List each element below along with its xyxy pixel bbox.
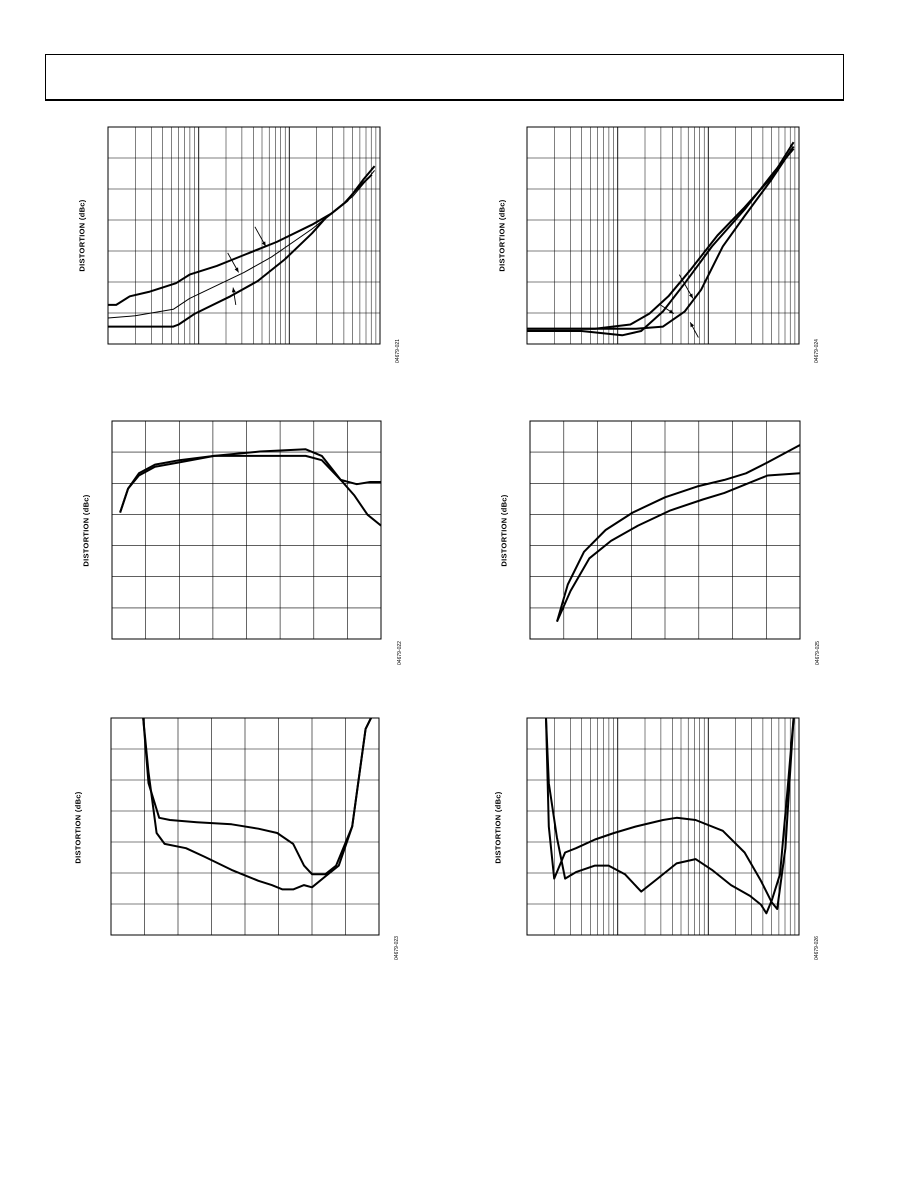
y-axis-label: DISTORTION (dBc) [493,791,503,864]
arrow-head [261,241,266,247]
plot-frame [111,420,382,640]
chart-2 [526,126,800,345]
series-line [119,454,381,513]
plot-frame [526,126,800,345]
chart-5 [110,717,380,936]
series-line [119,448,382,527]
series-line [108,173,373,328]
series-line [556,472,801,623]
chart-4 [529,420,801,640]
arrow-head [231,287,236,293]
figure-code: 04679-026 [814,936,820,960]
series-line [527,141,795,330]
series-line [545,717,795,915]
arrow-head [690,322,695,328]
arrow-head [688,293,693,299]
figure-code: 04679-021 [395,339,401,363]
arrow-head [668,309,674,314]
figure-code: 04679-023 [394,936,400,960]
arrow-head [234,267,239,273]
chart-6 [526,717,800,936]
page-header-box [45,54,844,101]
series-line [545,717,795,910]
series-line [142,717,372,891]
y-axis-label: DISTORTION (dBc) [77,199,87,272]
y-axis-label: DISTORTION (dBc) [497,199,507,272]
y-axis-label: DISTORTION (dBc) [499,494,509,567]
series-line [527,148,795,337]
plot-frame [529,420,801,640]
chart-3 [111,420,382,640]
figure-code: 04679-025 [815,641,821,665]
plot-frame [110,717,380,936]
series-line [527,145,795,330]
plot-frame [526,717,800,936]
series-line [556,444,801,622]
plot-frame [107,126,381,345]
y-axis-label: DISTORTION (dBc) [73,791,83,864]
y-axis-label: DISTORTION (dBc) [81,494,91,567]
figure-code: 04679-024 [814,339,820,363]
series-line [107,170,375,319]
chart-1 [107,126,381,345]
figure-code: 04679-022 [397,641,403,665]
series-line [142,717,372,876]
series-line [108,165,376,306]
